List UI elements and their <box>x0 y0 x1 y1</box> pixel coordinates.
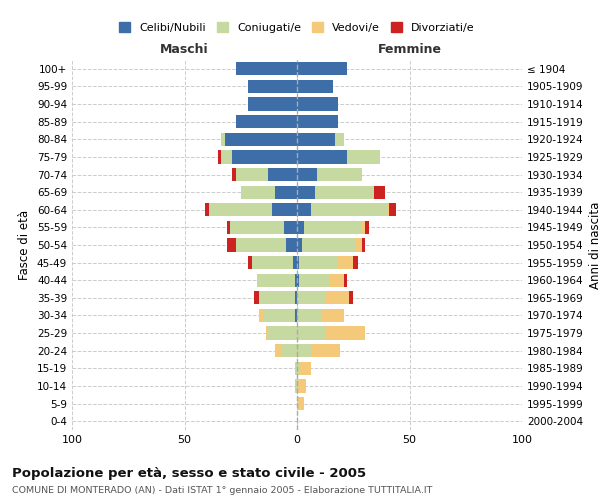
Bar <box>329 274 344 287</box>
Bar <box>297 80 333 93</box>
Bar <box>317 168 362 181</box>
Bar <box>254 291 259 304</box>
Text: Maschi: Maschi <box>160 44 209 57</box>
Bar <box>297 221 304 234</box>
Bar <box>355 238 362 252</box>
Bar <box>259 291 295 304</box>
Bar <box>297 132 335 146</box>
Bar <box>252 256 293 269</box>
Bar <box>227 221 229 234</box>
Bar <box>322 309 344 322</box>
Bar <box>205 203 209 216</box>
Y-axis label: Anni di nascita: Anni di nascita <box>589 202 600 288</box>
Bar <box>297 98 337 110</box>
Bar <box>229 221 284 234</box>
Bar <box>295 380 297 392</box>
Bar <box>297 380 306 392</box>
Bar <box>248 98 297 110</box>
Bar <box>241 186 275 198</box>
Bar <box>218 150 221 164</box>
Bar <box>265 326 268 340</box>
Bar <box>297 203 311 216</box>
Legend: Celibi/Nubili, Coniugati/e, Vedovi/e, Divorziati/e: Celibi/Nubili, Coniugati/e, Vedovi/e, Di… <box>115 18 479 37</box>
Bar <box>295 291 297 304</box>
Bar <box>297 115 337 128</box>
Bar <box>284 221 297 234</box>
Bar <box>281 344 297 358</box>
Bar <box>299 362 311 375</box>
Bar <box>326 291 349 304</box>
Bar <box>263 309 295 322</box>
Bar <box>326 326 365 340</box>
Bar <box>344 274 347 287</box>
Bar <box>232 168 236 181</box>
Bar <box>272 203 297 216</box>
Bar <box>275 186 297 198</box>
Bar <box>297 326 326 340</box>
Bar <box>353 256 358 269</box>
Bar <box>349 291 353 304</box>
Bar <box>297 362 299 375</box>
Bar <box>248 256 252 269</box>
Bar <box>221 150 232 164</box>
Bar <box>297 397 304 410</box>
Bar <box>335 132 344 146</box>
Bar <box>297 291 326 304</box>
Bar <box>295 309 297 322</box>
Bar <box>221 132 225 146</box>
Bar <box>295 362 297 375</box>
Bar <box>315 186 373 198</box>
Bar <box>257 274 295 287</box>
Bar <box>337 256 353 269</box>
Bar <box>373 186 385 198</box>
Bar <box>232 150 297 164</box>
Bar <box>297 62 347 76</box>
Bar <box>297 256 299 269</box>
Bar <box>227 238 236 252</box>
Bar <box>268 168 297 181</box>
Bar <box>297 186 315 198</box>
Bar <box>362 238 365 252</box>
Bar <box>295 274 297 287</box>
Bar <box>275 344 281 358</box>
Text: Popolazione per età, sesso e stato civile - 2005: Popolazione per età, sesso e stato civil… <box>12 468 366 480</box>
Bar <box>304 221 362 234</box>
Bar <box>362 221 365 234</box>
Y-axis label: Fasce di età: Fasce di età <box>19 210 31 280</box>
Bar <box>236 168 268 181</box>
Bar <box>286 238 297 252</box>
Bar <box>248 80 297 93</box>
Bar <box>297 168 317 181</box>
Bar <box>236 62 297 76</box>
Bar <box>225 132 297 146</box>
Bar <box>311 344 340 358</box>
Bar <box>236 238 286 252</box>
Bar <box>299 256 337 269</box>
Bar <box>311 203 387 216</box>
Bar <box>389 203 396 216</box>
Text: Femmine: Femmine <box>377 44 442 57</box>
Bar <box>293 256 297 269</box>
Bar <box>297 150 347 164</box>
Bar <box>259 309 263 322</box>
Bar <box>209 203 272 216</box>
Bar <box>365 221 369 234</box>
Bar <box>299 274 329 287</box>
Bar <box>297 344 311 358</box>
Text: COMUNE DI MONTERADO (AN) - Dati ISTAT 1° gennaio 2005 - Elaborazione TUTTITALIA.: COMUNE DI MONTERADO (AN) - Dati ISTAT 1°… <box>12 486 433 495</box>
Bar <box>297 274 299 287</box>
Bar <box>268 326 297 340</box>
Bar <box>302 238 355 252</box>
Bar <box>236 115 297 128</box>
Bar <box>387 203 389 216</box>
Bar <box>297 238 302 252</box>
Bar <box>297 309 322 322</box>
Bar <box>347 150 380 164</box>
